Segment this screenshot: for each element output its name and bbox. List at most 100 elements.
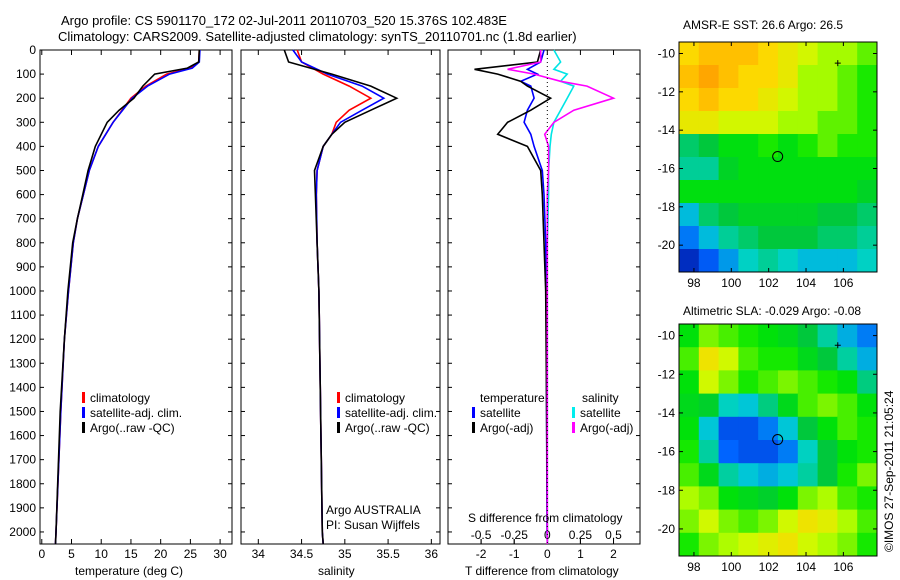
heatmap-cell bbox=[698, 249, 720, 273]
heatmap-cell bbox=[797, 324, 819, 348]
heatmap-cell bbox=[679, 88, 700, 112]
plot-frame bbox=[240, 49, 441, 545]
heatmap-cell bbox=[797, 486, 819, 511]
heatmap-cell bbox=[758, 486, 779, 511]
heatmap-cell bbox=[857, 249, 878, 273]
heatmap-cell bbox=[837, 463, 858, 487]
heatmap-cell bbox=[778, 134, 799, 158]
heatmap-cell bbox=[817, 203, 838, 227]
heatmap-cell bbox=[738, 134, 759, 158]
y-tick-label: 1900 bbox=[9, 501, 36, 515]
heatmap-cell bbox=[837, 203, 858, 227]
heatmap-cell bbox=[679, 249, 700, 273]
ts-legend-temp: climatology satellite-adj. clim. Argo(..… bbox=[82, 391, 182, 436]
heatmap-cell bbox=[857, 42, 878, 66]
heatmap-cell bbox=[857, 157, 878, 181]
heatmap-cell bbox=[718, 226, 739, 250]
heatmap-cell bbox=[758, 88, 779, 112]
heatmap-cell bbox=[857, 324, 878, 348]
lon-tick-label: 102 bbox=[759, 560, 779, 574]
heatmap-cell bbox=[797, 509, 819, 534]
island-marker bbox=[834, 342, 841, 349]
heatmap-cell bbox=[718, 440, 739, 464]
heatmap-cell bbox=[778, 180, 799, 204]
heatmap-cell bbox=[758, 42, 779, 66]
y-tick-label: 1700 bbox=[9, 453, 36, 467]
heatmap-cell bbox=[738, 226, 759, 250]
heatmap-cell bbox=[698, 416, 720, 441]
heatmap-cell bbox=[679, 463, 700, 487]
heatmap-cell bbox=[797, 111, 819, 135]
y-tick-label: 1100 bbox=[10, 308, 36, 322]
heatmap-cell bbox=[738, 65, 759, 89]
x-tick-label: 5 bbox=[68, 547, 75, 561]
heatmap-cell bbox=[738, 249, 759, 273]
heatmap-cell bbox=[679, 134, 700, 158]
title-line-2: Climatology: CARS2009. Satellite-adjuste… bbox=[58, 29, 577, 44]
heatmap-cell bbox=[698, 65, 720, 89]
y-tick-label: 1500 bbox=[9, 404, 36, 418]
y-tick-label: 1600 bbox=[9, 429, 36, 443]
x-tick-label: 35.5 bbox=[376, 547, 400, 561]
lon-tick-label: 98 bbox=[687, 276, 701, 290]
lat-tick-label: -10 bbox=[658, 329, 676, 343]
x-tick-label: -2 bbox=[476, 547, 487, 561]
sdiff-xlabel: S difference from climatology bbox=[468, 511, 623, 525]
heatmap-cell bbox=[758, 249, 779, 273]
title-line-1: Argo profile: CS 5901170_172 02-Jul-2011… bbox=[61, 13, 507, 28]
x-tick-label: 10 bbox=[95, 547, 109, 561]
heatmap-cell bbox=[837, 111, 858, 135]
y-tick-label: 500 bbox=[16, 163, 36, 177]
heatmap-cell bbox=[738, 157, 759, 181]
heatmap-cell bbox=[837, 370, 858, 395]
island-marker bbox=[834, 60, 841, 67]
lat-tick-label: -18 bbox=[658, 200, 676, 214]
y-tick-label: 400 bbox=[16, 139, 36, 153]
heatmap-cell bbox=[817, 65, 838, 89]
heatmap-cell bbox=[718, 486, 739, 511]
heatmap-cell bbox=[778, 324, 799, 348]
heatmap-cell bbox=[718, 370, 739, 395]
heatmap-cell bbox=[837, 65, 858, 89]
heatmap-cell bbox=[718, 249, 739, 273]
x-tick-label: 25 bbox=[184, 547, 198, 561]
heatmap-cell bbox=[857, 486, 878, 511]
heatmap-cell bbox=[817, 88, 838, 112]
heatmap-cell bbox=[758, 370, 779, 395]
heatmap-cell bbox=[797, 532, 819, 557]
heatmap-cell bbox=[857, 440, 878, 464]
heatmap-cell bbox=[738, 203, 759, 227]
lat-tick-label: -20 bbox=[658, 238, 676, 252]
heatmap-cell bbox=[758, 324, 779, 348]
heatmap-cell bbox=[817, 440, 838, 464]
heatmap-cell bbox=[679, 416, 700, 441]
heatmap-cell bbox=[778, 393, 799, 418]
series-line-s-satellite bbox=[546, 49, 575, 544]
heatmap-cell bbox=[857, 416, 878, 441]
x-tick-label: 36 bbox=[425, 547, 439, 561]
heatmap-cell bbox=[797, 416, 819, 441]
heatmap-cell bbox=[817, 416, 838, 441]
y-tick-label: 1800 bbox=[9, 477, 36, 491]
heatmap-cell bbox=[797, 370, 819, 395]
heatmap-cell bbox=[698, 134, 720, 158]
x-tick-label: 0 bbox=[38, 547, 45, 561]
sal-xlabel: salinity bbox=[318, 564, 355, 578]
heatmap-cell bbox=[817, 249, 838, 273]
diff-legend-sal: salinity satellite Argo(-adj) bbox=[572, 391, 633, 436]
heatmap-cell bbox=[679, 157, 700, 181]
heatmap-cell bbox=[738, 370, 759, 395]
heatmap-cell bbox=[797, 393, 819, 418]
heatmap-cell bbox=[679, 347, 700, 371]
heatmap-cell bbox=[718, 324, 739, 348]
x-tick-label: 0 bbox=[544, 547, 551, 561]
heatmap-cell bbox=[817, 509, 838, 534]
heatmap-cell bbox=[758, 65, 779, 89]
heatmap-cell bbox=[758, 393, 779, 418]
y-tick-label: 1400 bbox=[9, 380, 36, 394]
heatmap-cell bbox=[738, 532, 759, 557]
series-line-argo-raw-qc- bbox=[283, 49, 399, 545]
heatmap-cell bbox=[817, 324, 838, 348]
series-line-t-argo-adj- bbox=[474, 49, 553, 544]
heatmap-cell bbox=[718, 393, 739, 418]
